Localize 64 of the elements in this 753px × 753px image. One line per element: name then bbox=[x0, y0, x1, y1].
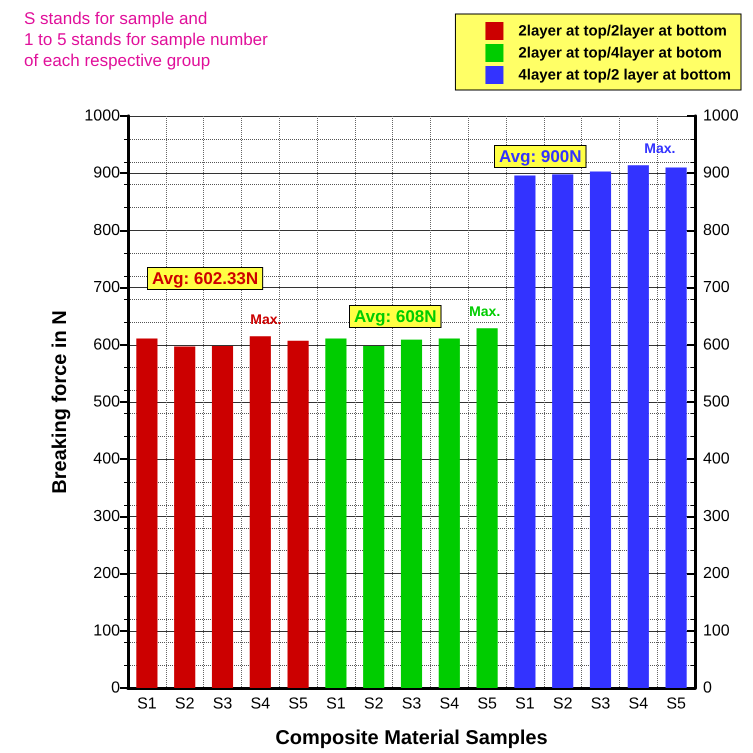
y2-tick-label: 400 bbox=[703, 450, 730, 468]
y2-tick-label: 1000 bbox=[703, 108, 739, 124]
annotation: Avg: 608N bbox=[354, 307, 437, 326]
y-tick-label: 100 bbox=[93, 622, 120, 640]
y-tick-label: 200 bbox=[93, 565, 120, 582]
y-tick-label: 600 bbox=[93, 336, 120, 354]
annotation: Max. bbox=[644, 140, 676, 156]
bar bbox=[666, 167, 687, 688]
y2-tick-label: 700 bbox=[703, 279, 730, 296]
y-tick-label: 300 bbox=[93, 508, 120, 525]
x-tick-label: S2 bbox=[552, 696, 573, 712]
x-tick-label: S2 bbox=[364, 696, 384, 712]
y2-tick-label: 0 bbox=[703, 680, 712, 696]
y2-tick-label: 300 bbox=[703, 508, 730, 525]
x-tick-label: S3 bbox=[402, 696, 422, 712]
x-tick-label: S1 bbox=[326, 696, 346, 712]
x-tick-label: S4 bbox=[628, 696, 648, 712]
y-tick-label: 900 bbox=[93, 164, 120, 182]
x-tick-label: S1 bbox=[137, 696, 157, 712]
annotation: Max. bbox=[469, 303, 500, 320]
bar bbox=[136, 338, 158, 688]
y-tick-label: 400 bbox=[93, 450, 120, 468]
x-tick-label: S4 bbox=[440, 696, 460, 712]
bar bbox=[438, 338, 460, 688]
bar bbox=[250, 336, 271, 688]
x-tick-label: S5 bbox=[288, 696, 308, 712]
x-tick-label: S4 bbox=[250, 696, 270, 712]
y-tick-label: 1000 bbox=[84, 108, 120, 124]
bar bbox=[212, 346, 234, 688]
annotation: Avg: 602.33N bbox=[152, 269, 258, 288]
bar bbox=[628, 165, 649, 688]
y2-tick-label: 800 bbox=[703, 222, 730, 239]
bar bbox=[363, 346, 384, 688]
y-axis-title: Breaking force in N bbox=[49, 310, 71, 494]
legend-label: 2layer at top/2layer at bottom bbox=[518, 22, 727, 40]
bar bbox=[174, 346, 196, 688]
bar bbox=[590, 171, 612, 688]
x-tick-label: S5 bbox=[477, 696, 497, 712]
y2-tick-label: 600 bbox=[703, 336, 730, 354]
annotation: Avg: 900N bbox=[499, 147, 582, 166]
bar bbox=[288, 340, 309, 688]
bar bbox=[476, 328, 498, 688]
bar bbox=[400, 340, 422, 688]
bar bbox=[325, 338, 346, 688]
legend-label: 4layer at top/2 layer at bottom bbox=[518, 66, 732, 84]
y2-tick-label: 200 bbox=[703, 565, 730, 582]
bar bbox=[552, 174, 574, 688]
y2-tick-label: 100 bbox=[703, 622, 730, 640]
y-tick-label: 500 bbox=[93, 394, 120, 410]
bar bbox=[514, 175, 536, 688]
x-tick-label: S3 bbox=[212, 696, 232, 712]
x-tick-label: S3 bbox=[590, 696, 610, 712]
text: S stands for sample and 1 to 5 stands for sample number of each respective group bbox=[24, 9, 268, 70]
y-tick-label: 0 bbox=[111, 680, 120, 696]
y-tick-label: 700 bbox=[93, 279, 120, 296]
annotation: Max. bbox=[250, 311, 282, 328]
y-tick-label: 800 bbox=[93, 222, 120, 239]
y2-tick-label: 500 bbox=[703, 394, 730, 410]
legend-label: 2layer at top/4layer at botom bbox=[518, 44, 722, 62]
y2-tick-label: 900 bbox=[703, 164, 730, 182]
x-tick-label: S1 bbox=[515, 696, 535, 712]
x-tick-label: S2 bbox=[174, 696, 195, 712]
x-tick-label: S5 bbox=[666, 696, 686, 712]
x-axis-title: Composite Material Samples bbox=[275, 727, 548, 749]
